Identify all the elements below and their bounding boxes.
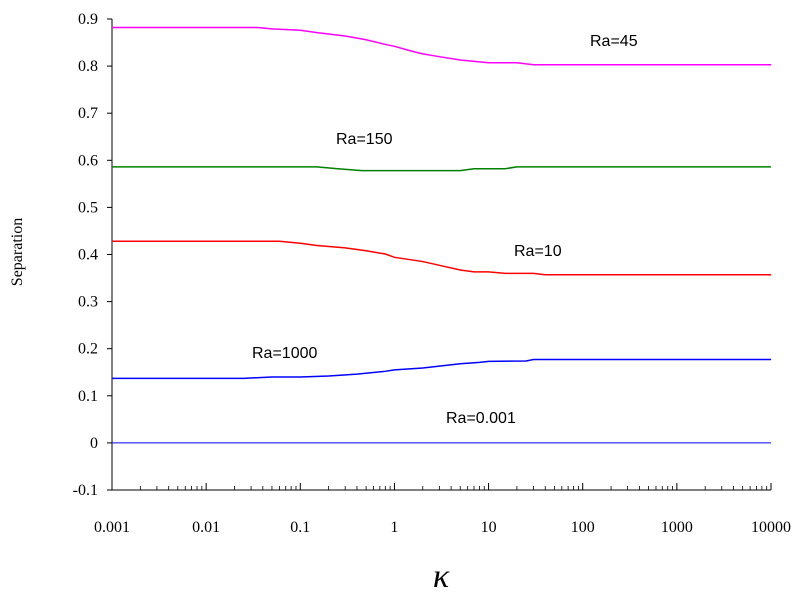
x-tick-label: 0.01 (192, 519, 220, 536)
series-label-1: Ra=45 (590, 33, 638, 50)
y-tick-label: 0 (90, 435, 98, 452)
y-axis-label: Separation (9, 218, 26, 286)
y-tick-label: 0.4 (78, 247, 98, 264)
y-tick-label: 0.2 (78, 341, 98, 358)
x-tick-label: 100 (571, 519, 595, 536)
series-label-5: Ra=0.001 (446, 410, 516, 427)
series-label-2: Ra=150 (336, 131, 393, 148)
series-label-3: Ra=10 (514, 243, 562, 260)
x-tick-label: 0.001 (94, 519, 130, 536)
series-line-1 (112, 26, 771, 66)
y-tick-label: 0.9 (78, 11, 98, 28)
x-tick-label: 1 (390, 519, 398, 536)
series-labels: Ra=45 Ra=150 Ra=10 Ra=1000 Ra=0.001 (252, 33, 638, 427)
x-tick-label: 0.1 (290, 519, 310, 536)
y-tick-label: -0.1 (73, 482, 98, 499)
x-tick-label: 10 (481, 519, 497, 536)
y-tick-label: 0.8 (78, 58, 98, 75)
series-line-4 (112, 358, 771, 380)
y-tick-label: 0.1 (78, 388, 98, 405)
y-tick-label: 0.6 (78, 152, 98, 169)
series-label-4: Ra=1000 (252, 345, 317, 362)
series-line-3 (112, 240, 771, 276)
y-tick-label: 0.5 (78, 199, 98, 216)
y-tick-label: 0.7 (78, 105, 98, 122)
series-lines (112, 26, 771, 444)
axes: -0.1 0 0.1 0.2 0.3 0.4 0.5 0.6 0.7 0.8 0.9 0.001 0.0… (73, 11, 791, 536)
x-tick-label: 10000 (751, 519, 791, 536)
series-line-2 (112, 166, 771, 172)
y-tick-label: 0.3 (78, 294, 98, 311)
x-axis-label: κ (433, 558, 450, 593)
x-tick-label: 1000 (661, 519, 693, 536)
